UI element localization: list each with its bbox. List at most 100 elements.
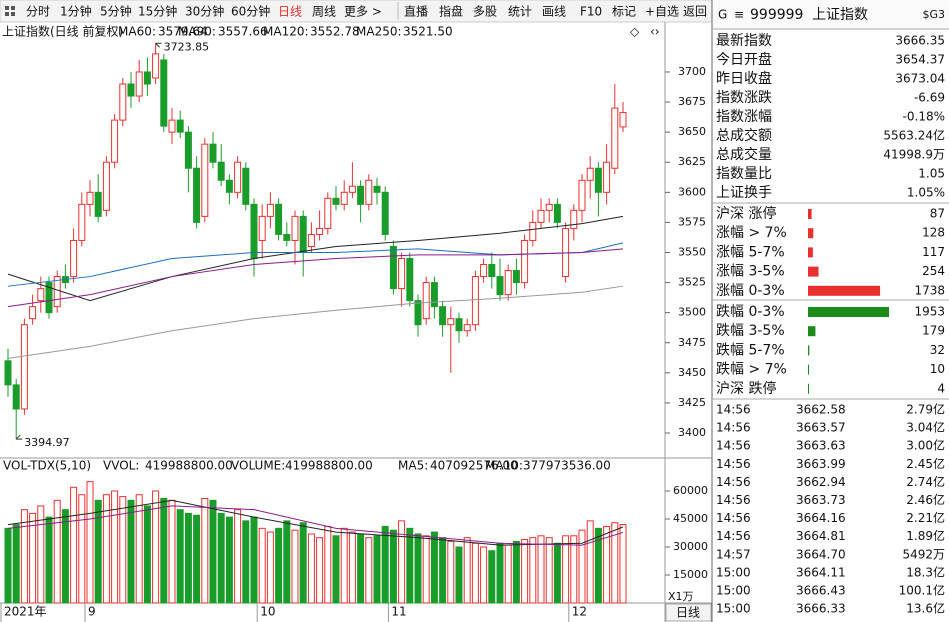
breadth-value: 128 <box>922 226 945 240</box>
volume-bar <box>553 542 561 604</box>
switch-icon[interactable]: ‹› <box>650 25 660 39</box>
breadth-value: 10 <box>930 362 945 376</box>
candle-body <box>619 111 627 128</box>
breadth-bar <box>808 383 809 394</box>
volume-bar <box>389 529 397 604</box>
tick-time: 14:56 <box>716 457 751 471</box>
toolbar-item[interactable]: 15分钟 <box>138 4 177 19</box>
volume-bar <box>111 490 119 604</box>
volume-bar <box>258 527 266 604</box>
candle-body <box>480 264 488 278</box>
quote-label: 总成交量 <box>716 146 772 163</box>
volume-bar <box>357 533 365 604</box>
y-tick-label: 3450 <box>678 366 706 379</box>
quote-value: 3673.04 <box>895 72 945 86</box>
volume-bar <box>463 537 471 604</box>
volume-bar <box>537 535 545 604</box>
candle-body <box>225 179 233 193</box>
volume-bar <box>61 509 69 604</box>
quote-header <box>713 0 949 28</box>
volume-legend-name: VOLUME: <box>231 459 285 473</box>
toolbar-item[interactable]: 直播 <box>404 5 428 19</box>
volume-bar <box>135 494 143 604</box>
toolbar-item[interactable]: 30分钟 <box>185 4 224 19</box>
ma-legend-name: MA250: <box>356 25 402 39</box>
breadth-label: 沪深 跌停 <box>716 380 776 397</box>
volume-legend-value: 419988800.00 <box>145 459 233 473</box>
toolbar-item[interactable]: 5分钟 <box>100 4 132 19</box>
y-tick-label: 3425 <box>678 396 706 409</box>
volume-bar <box>86 481 94 604</box>
diamond-icon[interactable]: ◇ <box>630 25 640 39</box>
toolbar-item[interactable]: 60分钟 <box>231 4 270 19</box>
candle-body <box>29 306 37 320</box>
volume-bar <box>529 537 537 604</box>
candle-body <box>217 161 225 181</box>
tick-price: 3666.43 <box>796 584 846 598</box>
quote-name: 上证指数 <box>812 7 868 23</box>
toolbar-item[interactable]: 标记 <box>612 5 636 19</box>
candle-body <box>184 131 192 169</box>
toolbar-item[interactable]: 返回 <box>683 5 707 19</box>
candle-body <box>78 203 86 241</box>
candle-body <box>53 276 61 308</box>
y-tick-label: 3575 <box>678 215 706 228</box>
toolbar-item[interactable]: 多股 <box>473 5 497 19</box>
volume-bar <box>439 537 447 604</box>
ma-legend-value: 3579.64 <box>158 25 208 39</box>
toolbar-item[interactable]: 指盘 <box>439 4 463 19</box>
candle-body <box>275 203 283 235</box>
volume-bar <box>45 516 53 604</box>
toolbar-item[interactable]: 周线 <box>312 5 336 19</box>
tick-volume: 18.3亿 <box>906 564 945 579</box>
period-tab-label[interactable]: 日线 <box>676 606 700 620</box>
candle-body <box>455 318 463 332</box>
volume-bar <box>603 525 611 604</box>
tick-time: 14:56 <box>716 439 751 453</box>
candle-body <box>168 119 176 133</box>
volume-bar <box>455 546 463 604</box>
breadth-bar <box>808 345 810 356</box>
tick-time: 14:56 <box>716 475 751 489</box>
volume-bar <box>619 524 627 604</box>
volume-bar <box>521 539 529 604</box>
toolbar-item[interactable]: 画线 <box>542 5 566 19</box>
quote-value: 1.05 <box>918 167 945 181</box>
breadth-bar <box>808 364 809 375</box>
candle-body <box>111 119 119 163</box>
breadth-label: 涨幅 3-5% <box>716 264 785 280</box>
candle-body <box>398 258 406 290</box>
x-tick-label: 11 <box>391 605 406 619</box>
tick-volume: 3.04亿 <box>906 420 945 435</box>
candle-body <box>283 233 291 241</box>
toolbar-item[interactable]: +自选 <box>645 5 679 19</box>
tick-time: 14:56 <box>716 403 751 417</box>
volume-bar <box>307 533 315 604</box>
breadth-value: 117 <box>922 245 945 259</box>
candle-body <box>422 282 430 320</box>
toolbar-item[interactable]: 1分钟 <box>60 4 92 19</box>
volume-title: VOL-TDX(5,10) <box>3 459 91 473</box>
tick-volume: 2.74亿 <box>906 474 945 489</box>
candle-body <box>586 167 594 181</box>
toolbar-item[interactable]: 统计 <box>508 5 532 19</box>
toolbar-item[interactable]: 分时 <box>26 5 50 19</box>
volume-bar <box>422 535 430 604</box>
tick-time: 14:57 <box>716 547 751 561</box>
volume-bar <box>471 542 479 604</box>
toolbar-item[interactable]: 更多 > <box>344 5 382 19</box>
candle-body <box>135 71 143 97</box>
quote-value: 3654.37 <box>895 53 945 67</box>
toolbar-item[interactable]: 日线 <box>278 5 302 19</box>
x-tick-label: 10 <box>260 605 275 619</box>
period-tab[interactable] <box>665 603 712 622</box>
candle-body <box>406 258 414 302</box>
candle-body <box>176 119 184 133</box>
breadth-bar <box>808 247 813 258</box>
toolbar-item[interactable]: F10 <box>580 5 602 19</box>
candle-body <box>266 203 274 217</box>
tick-volume: 2.79亿 <box>906 402 945 417</box>
volume-bar <box>201 497 209 604</box>
volume-bar <box>53 499 61 604</box>
